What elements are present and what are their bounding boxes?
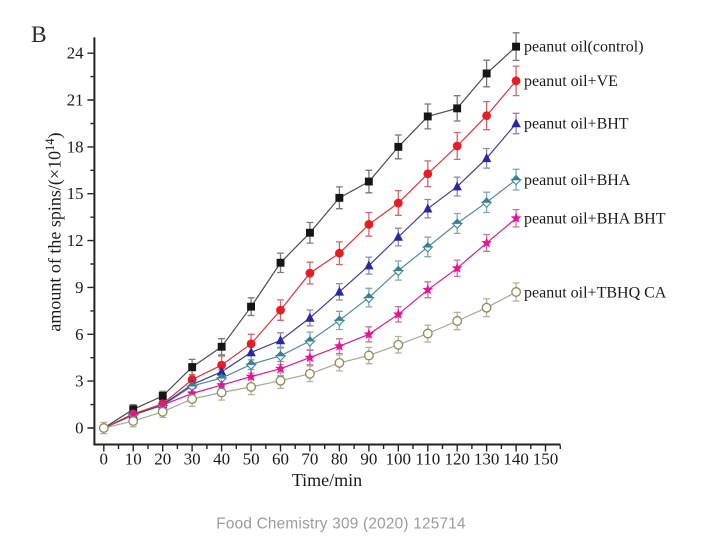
svg-text:24: 24 (67, 44, 84, 63)
svg-text:peanut oil+BHA: peanut oil+BHA (524, 172, 631, 189)
svg-text:Time/min: Time/min (292, 470, 362, 490)
svg-text:Food Chemistry 309 (2020) 1257: Food Chemistry 309 (2020) 125714 (216, 516, 466, 533)
svg-text:peanut oil+VE: peanut oil+VE (524, 73, 618, 90)
svg-text:10: 10 (125, 450, 142, 469)
svg-text:40: 40 (213, 450, 230, 469)
svg-text:50: 50 (243, 450, 260, 469)
svg-text:110: 110 (415, 450, 440, 469)
svg-text:80: 80 (331, 450, 348, 469)
svg-text:peanut oil(control): peanut oil(control) (524, 39, 644, 56)
svg-text:120: 120 (444, 450, 470, 469)
svg-text:3: 3 (75, 372, 83, 391)
svg-text:15: 15 (67, 184, 84, 203)
svg-text:peanut oil+TBHQ CA: peanut oil+TBHQ CA (524, 285, 667, 302)
svg-text:20: 20 (154, 450, 171, 469)
svg-text:peanut oil+BHT: peanut oil+BHT (524, 116, 629, 133)
svg-text:21: 21 (67, 91, 84, 110)
svg-text:amount of the spins/(×1014): amount of the spins/(×1014) (43, 132, 66, 331)
svg-text:150: 150 (533, 450, 559, 469)
svg-text:0: 0 (100, 450, 109, 469)
svg-text:30: 30 (184, 450, 201, 469)
svg-text:140: 140 (503, 450, 529, 469)
svg-text:100: 100 (386, 450, 412, 469)
svg-text:12: 12 (67, 231, 84, 250)
svg-text:130: 130 (474, 450, 500, 469)
svg-text:18: 18 (67, 137, 84, 156)
svg-text:6: 6 (75, 325, 83, 344)
svg-text:70: 70 (301, 450, 318, 469)
svg-text:B: B (31, 22, 47, 48)
svg-text:60: 60 (272, 450, 289, 469)
svg-text:0: 0 (75, 419, 83, 438)
svg-text:peanut oil+BHA BHT: peanut oil+BHA BHT (524, 211, 666, 228)
svg-text:90: 90 (360, 450, 377, 469)
svg-text:9: 9 (75, 278, 83, 297)
